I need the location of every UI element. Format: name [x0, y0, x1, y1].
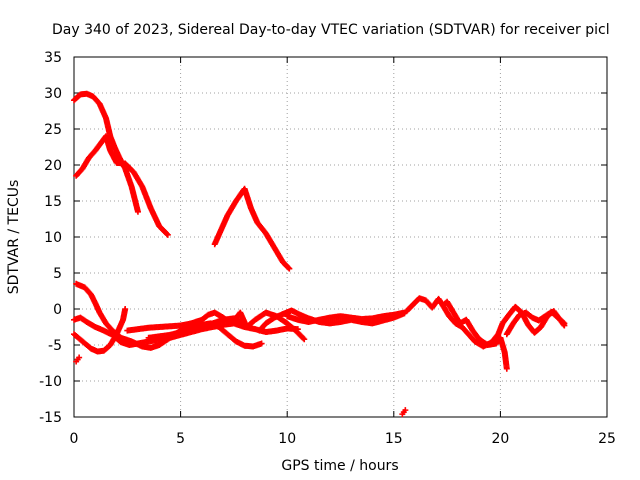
x-tick-label: 0	[70, 431, 79, 447]
data-point	[241, 320, 248, 327]
data-point	[301, 336, 308, 343]
y-tick-label: -5	[48, 338, 62, 354]
x-tick-label: 5	[176, 431, 185, 447]
grid	[74, 57, 607, 417]
y-tick-label: -15	[39, 410, 62, 426]
data-point	[402, 407, 409, 414]
chart-title: Day 340 of 2023, Sidereal Day-to-day VTE…	[52, 22, 610, 38]
data-point	[134, 208, 141, 215]
x-tick-label: 15	[385, 431, 403, 447]
data-point	[76, 354, 83, 361]
y-tick-label: 35	[44, 50, 62, 66]
y-tick-label: 20	[44, 158, 62, 174]
data-point	[163, 230, 170, 237]
data-point	[300, 335, 307, 342]
data-point	[285, 264, 292, 271]
data-point	[503, 365, 510, 372]
data-point	[164, 231, 171, 238]
y-tick-label: 5	[53, 266, 62, 282]
y-tick-label: 25	[44, 122, 62, 138]
y-axis-label: SDTVAR / TECUs	[6, 180, 22, 295]
x-axis-label: GPS time / hours	[281, 458, 398, 474]
data-point	[560, 319, 567, 326]
y-tick-label: 15	[44, 194, 62, 210]
y-tick-label: -10	[39, 374, 62, 390]
data-marks	[71, 90, 568, 418]
data-point	[286, 265, 293, 272]
x-tick-label: 10	[278, 431, 296, 447]
data-point	[122, 306, 129, 312]
y-tick-label: 10	[44, 230, 62, 246]
y-tick-label: 30	[44, 86, 62, 102]
x-tick-label: 20	[491, 431, 509, 447]
data-point	[561, 320, 568, 327]
data-point	[258, 340, 265, 347]
y-tick-label: 0	[53, 302, 62, 318]
plot-frame	[73, 56, 608, 418]
axis-ticks: 0 5 10 15 20 25 -15 -10 -5 0 5 10 15 20 25 30 35	[39, 50, 616, 447]
x-tick-label: 25	[598, 431, 616, 447]
